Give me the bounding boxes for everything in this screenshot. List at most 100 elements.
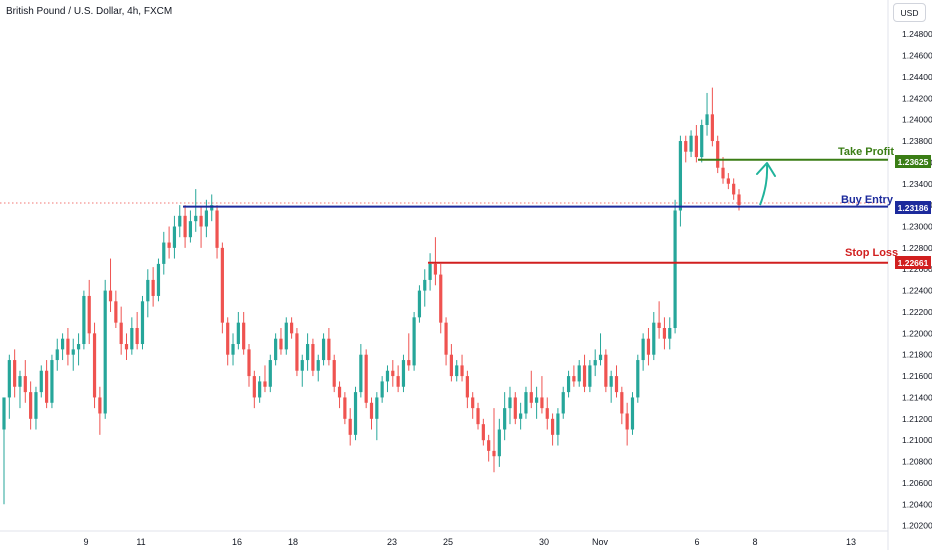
candle	[321, 333, 326, 366]
candle	[327, 328, 331, 366]
candle	[135, 311, 139, 350]
y-tick-label: 1.23800	[902, 136, 932, 146]
candle	[391, 360, 395, 387]
candle	[455, 360, 459, 382]
candle	[284, 317, 288, 355]
candle	[146, 269, 150, 318]
x-tick-label: Nov	[592, 537, 609, 547]
y-tick-label: 1.21400	[902, 392, 932, 402]
candle	[732, 178, 736, 200]
candle	[726, 173, 730, 190]
candle	[545, 397, 549, 430]
candle	[226, 317, 230, 366]
candle	[178, 205, 182, 238]
candle	[103, 279, 107, 419]
candle	[588, 360, 592, 393]
candle	[497, 418, 501, 467]
x-tick-label: 23	[387, 537, 397, 547]
x-tick-label: 13	[846, 537, 856, 547]
buy-entry-label: Buy Entry	[841, 194, 893, 206]
candle	[194, 189, 198, 232]
candle	[18, 370, 22, 409]
candle	[476, 402, 480, 430]
stop-loss-price-tag: 1.22661	[895, 256, 931, 269]
candle	[710, 87, 714, 147]
candle	[316, 354, 320, 382]
candle	[2, 397, 6, 505]
candle	[364, 349, 368, 409]
candle	[465, 370, 469, 409]
candle	[625, 402, 629, 446]
candle	[657, 301, 661, 339]
candle	[87, 279, 91, 345]
candle	[673, 199, 677, 334]
candle	[566, 370, 571, 398]
candle	[343, 392, 347, 425]
candle	[220, 242, 224, 334]
candle	[263, 365, 267, 393]
candle	[433, 237, 438, 286]
candle	[407, 333, 411, 371]
y-tick-label: 1.22200	[902, 307, 932, 317]
candle	[114, 290, 118, 328]
candle	[50, 354, 54, 409]
candle	[577, 360, 581, 387]
candle	[247, 344, 251, 387]
chart-title: British Pound / U.S. Dollar, 4h, FXCM	[6, 6, 173, 17]
candle	[630, 392, 635, 435]
candle	[183, 205, 187, 248]
candle	[60, 333, 65, 361]
candle	[540, 376, 544, 414]
candle	[428, 253, 432, 291]
candle	[396, 365, 400, 393]
candle	[519, 402, 523, 430]
candle	[550, 413, 555, 446]
candle	[34, 386, 38, 430]
candle	[668, 317, 672, 350]
candle	[231, 333, 235, 366]
candle	[7, 354, 11, 419]
candle	[82, 290, 86, 350]
candle	[71, 338, 75, 371]
candle	[290, 317, 294, 339]
candle	[535, 386, 539, 419]
y-tick-label: 1.21000	[902, 435, 932, 445]
take-profit-label: Take Profit	[838, 146, 895, 158]
candle	[375, 392, 379, 441]
candle	[332, 354, 336, 393]
candle	[449, 344, 453, 382]
candle	[417, 285, 422, 323]
y-tick-label: 1.24400	[902, 72, 932, 82]
candle	[636, 354, 640, 403]
candle	[13, 349, 17, 398]
candle	[215, 205, 219, 259]
candle	[156, 258, 161, 302]
candle	[481, 418, 485, 446]
candle	[689, 130, 693, 158]
candle	[210, 194, 214, 222]
candle	[268, 354, 272, 393]
buy-entry-price-tag: 1.23186	[895, 201, 931, 214]
candle	[604, 349, 608, 393]
candle	[369, 397, 374, 430]
candle	[609, 370, 613, 403]
y-tick-label: 1.20800	[902, 457, 932, 467]
candle	[513, 392, 517, 425]
currency-button[interactable]: USD	[893, 3, 926, 22]
y-tick-label: 1.20200	[902, 521, 932, 531]
candle	[151, 267, 155, 307]
candle	[258, 376, 262, 403]
candle	[694, 125, 698, 163]
candle	[572, 365, 576, 387]
candle	[423, 269, 427, 307]
candle	[236, 311, 240, 350]
candle	[582, 354, 587, 393]
candle	[162, 231, 166, 275]
y-tick-label: 1.24200	[902, 93, 932, 103]
x-tick-label: 25	[443, 537, 453, 547]
candle	[300, 354, 304, 387]
candle	[524, 386, 528, 419]
candle	[641, 333, 645, 371]
candle	[29, 381, 33, 430]
